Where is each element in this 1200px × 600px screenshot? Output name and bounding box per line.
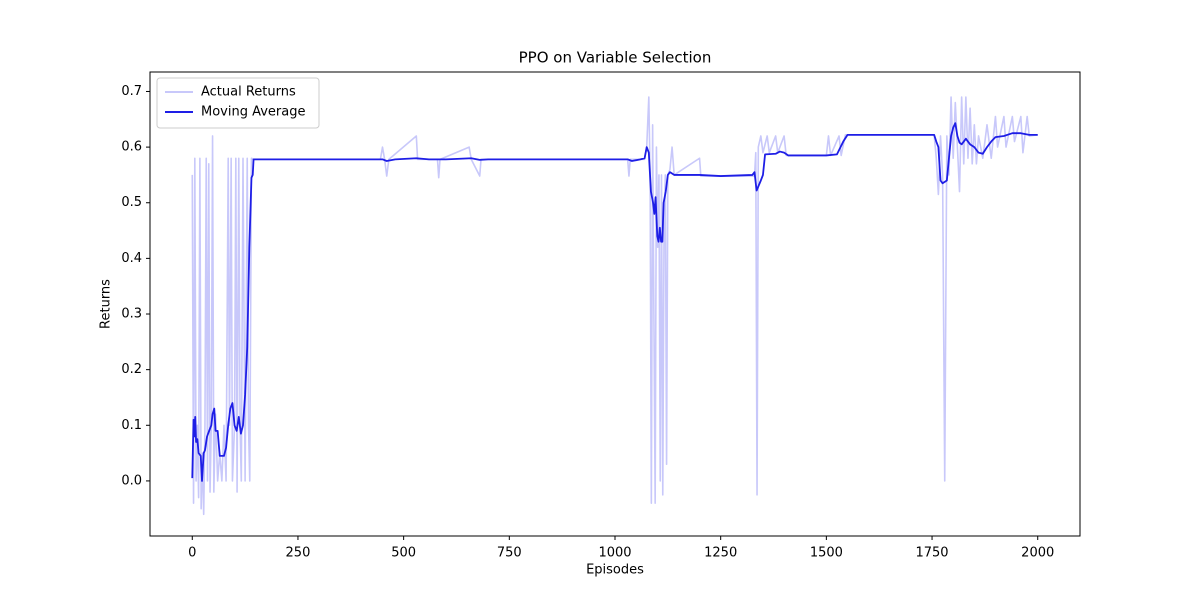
x-tick-label: 750 [497,546,522,561]
legend-label: Moving Average [201,105,305,120]
x-axis-label: Episodes [586,563,644,578]
x-tick-label: 1000 [598,546,631,561]
y-tick-label: 0.3 [121,307,142,322]
series-line [191,96,1038,516]
x-tick-label: 1250 [704,546,737,561]
y-axis-label: Returns [99,279,114,329]
y-tick-label: 0.2 [121,362,142,377]
x-tick-label: 0 [188,546,196,561]
plot-area [191,96,1038,516]
series-line [191,122,1038,482]
x-tick-label: 1750 [915,546,948,561]
legend-box [156,77,320,129]
x-tick-label: 500 [391,546,416,561]
y-tick-label: 0.7 [121,84,142,99]
y-tick-label: 0.5 [121,195,142,210]
y-tick-label: 0.6 [121,140,142,155]
y-tick-label: 0.1 [121,418,142,433]
y-tick-label: 0.0 [121,473,142,488]
x-tick-label: 250 [286,546,311,561]
y-tick-label: 0.4 [121,251,142,266]
x-tick-label: 1500 [810,546,843,561]
chart-title: PPO on Variable Selection [519,49,712,67]
legend: Actual Returns Moving Average [156,77,320,129]
legend-label: Actual Returns [201,85,296,100]
x-tick-label: 2000 [1021,546,1054,561]
